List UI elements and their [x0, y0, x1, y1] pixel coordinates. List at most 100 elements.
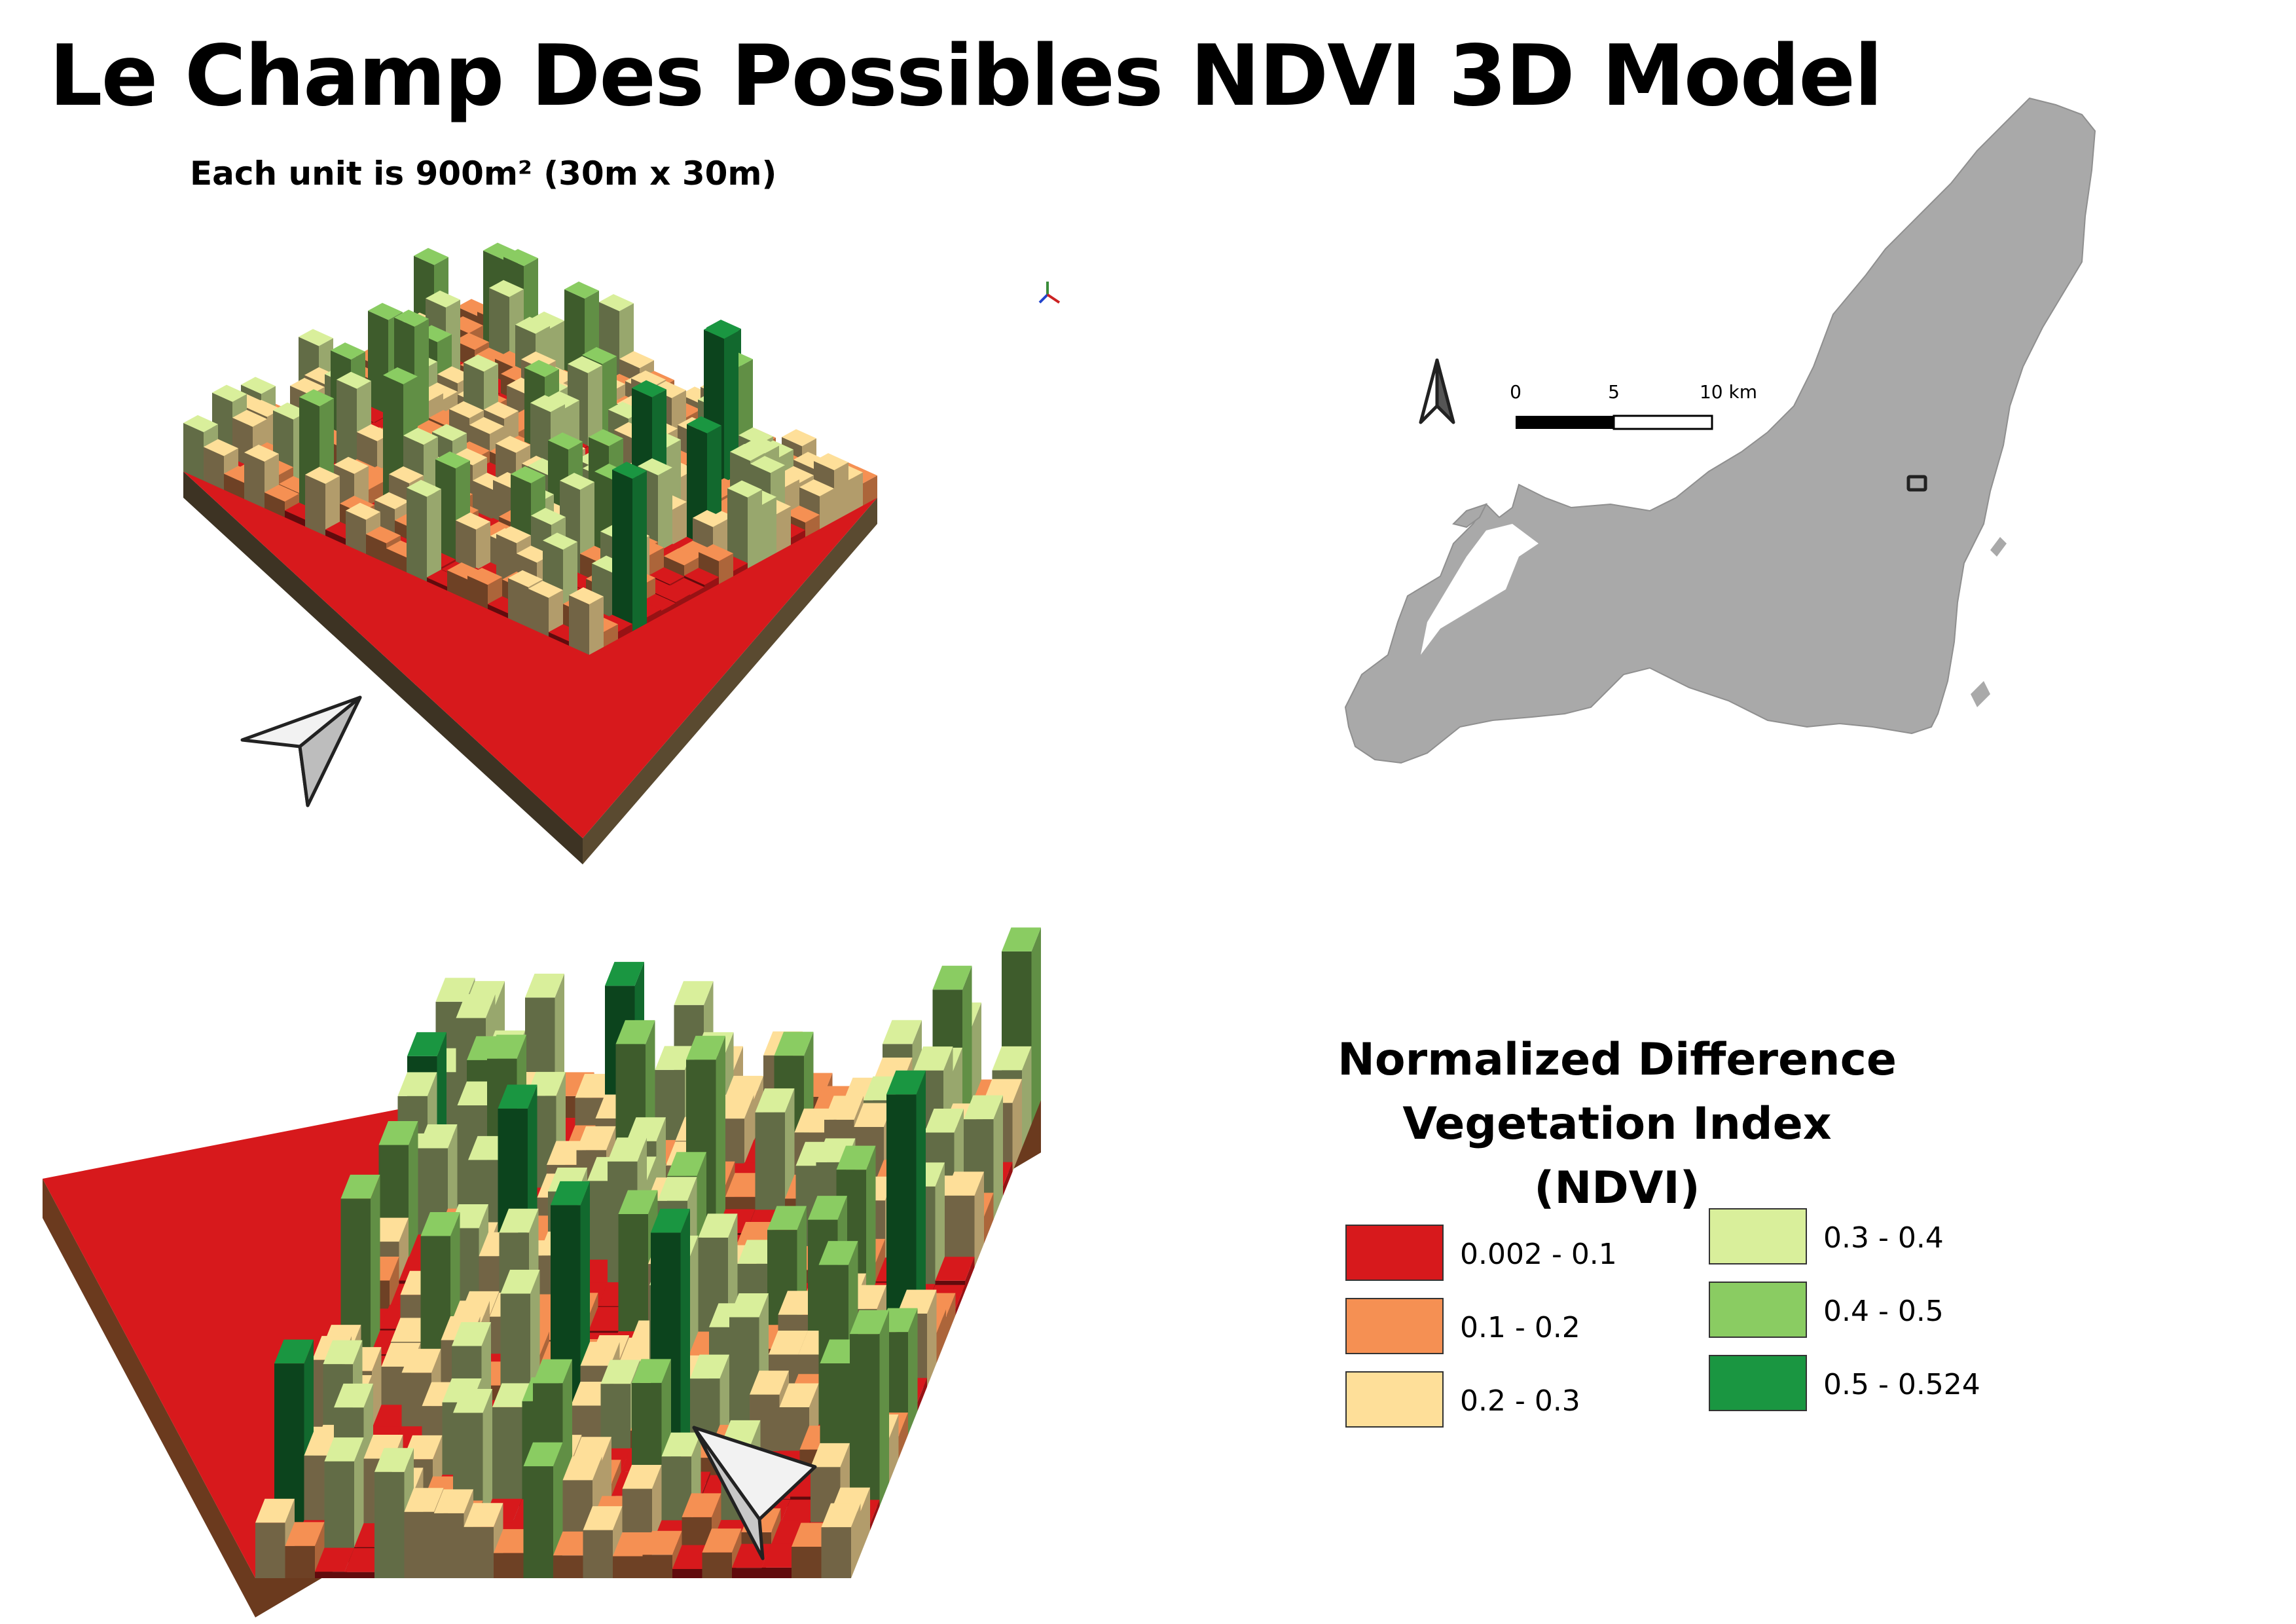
block-top	[531, 507, 566, 525]
bottom-3d-model-view	[43, 927, 1041, 1617]
legend-swatch	[1709, 1208, 1807, 1264]
block-top	[487, 1035, 526, 1059]
block-top	[560, 473, 594, 490]
block-top	[1002, 927, 1041, 951]
block-top	[503, 249, 538, 267]
block-top	[315, 1547, 354, 1572]
block-top	[391, 1318, 430, 1342]
block-side-right	[588, 365, 602, 453]
block-side-left	[682, 1517, 712, 1555]
block-side-right	[955, 1285, 965, 1316]
block-top	[924, 1108, 964, 1133]
block-top	[204, 439, 238, 456]
block-side-left	[344, 1572, 374, 1578]
top-model-blocks	[183, 242, 877, 655]
block-side-left	[702, 1552, 732, 1578]
block-side-right	[820, 489, 834, 529]
block-side-right	[719, 553, 733, 584]
block-top	[452, 1322, 491, 1346]
block-top	[622, 1465, 662, 1489]
block-side-right	[863, 475, 877, 506]
top-model-side-right	[583, 498, 877, 864]
block-top	[672, 1545, 712, 1570]
block-top	[543, 532, 577, 550]
block-top	[618, 1190, 658, 1215]
block-side-left	[945, 1195, 975, 1268]
block-top	[244, 444, 279, 462]
block-top	[285, 1522, 325, 1546]
block-top	[374, 492, 409, 509]
legend-swatch	[1709, 1282, 1807, 1338]
block-top	[779, 466, 814, 483]
block-side-right	[848, 472, 863, 513]
block-side-right	[672, 502, 687, 549]
block-side-left	[661, 1456, 691, 1530]
block-side-left	[456, 520, 476, 575]
block-side-right	[414, 318, 429, 447]
block-top	[605, 961, 644, 986]
block-side-left	[727, 488, 748, 568]
block-top	[212, 384, 247, 402]
study-area-marker	[1906, 475, 1927, 492]
block-top	[836, 1145, 876, 1170]
block-top	[897, 1289, 937, 1314]
block-side-left	[337, 379, 357, 478]
block-top	[811, 1443, 850, 1467]
block-side-right	[409, 1120, 418, 1268]
scale-label-5: 5	[1608, 381, 1620, 403]
block-top	[750, 1371, 789, 1395]
block-side-left	[553, 1555, 583, 1578]
block-side-left	[447, 570, 467, 600]
block-top	[571, 1381, 610, 1406]
block-side-left	[850, 1334, 880, 1507]
block-top	[729, 1293, 769, 1318]
block-top	[750, 456, 785, 473]
block-side-right	[927, 1289, 937, 1387]
block-top	[725, 1173, 765, 1197]
block-top	[564, 281, 599, 299]
block-side-left	[274, 1363, 304, 1530]
block-top	[423, 382, 458, 400]
legend-title-line2: Vegetation Index (NDVI)	[1402, 1098, 1832, 1214]
block-top	[794, 1108, 834, 1133]
block-side-left	[528, 588, 549, 637]
block-side-right	[962, 965, 972, 1148]
block-top	[667, 1152, 706, 1176]
block-top	[401, 1348, 441, 1373]
block-top	[608, 1137, 647, 1162]
block-top	[913, 1046, 953, 1071]
block-side-left	[492, 1407, 522, 1507]
block-top	[792, 1522, 831, 1547]
block-top	[524, 360, 559, 377]
legend-label: 0.5 - 0.524	[1823, 1368, 1980, 1401]
block-top	[619, 351, 654, 369]
legend-label: 0.002 - 0.1	[1460, 1238, 1617, 1271]
top-model-side-left	[183, 471, 583, 864]
block-side-right	[889, 1414, 899, 1483]
block-side-left	[500, 1293, 530, 1411]
block-top	[420, 1211, 460, 1236]
block-side-left	[325, 529, 346, 545]
block-top	[383, 367, 418, 384]
block-side-right	[315, 1522, 325, 1578]
block-side-right	[776, 506, 791, 553]
block-side-left	[324, 1461, 354, 1555]
block-top	[232, 409, 267, 427]
ile-bizard	[1452, 503, 1487, 528]
block-side-left	[467, 576, 488, 609]
block-side-left	[642, 1555, 672, 1578]
block-side-right	[946, 1293, 956, 1339]
block-side-right	[965, 1257, 975, 1291]
block-top	[331, 342, 365, 360]
legend-title-line1: Normalized Difference	[1337, 1034, 1897, 1086]
block-top	[337, 371, 371, 389]
block-top	[698, 1213, 738, 1238]
block-side-left	[224, 473, 244, 499]
block-top	[530, 311, 564, 329]
block-top	[498, 1084, 538, 1109]
block-top	[484, 401, 519, 419]
block-top	[500, 1269, 540, 1294]
block-top	[580, 1342, 620, 1366]
block-top	[247, 399, 282, 417]
block-side-right	[1031, 927, 1041, 1124]
